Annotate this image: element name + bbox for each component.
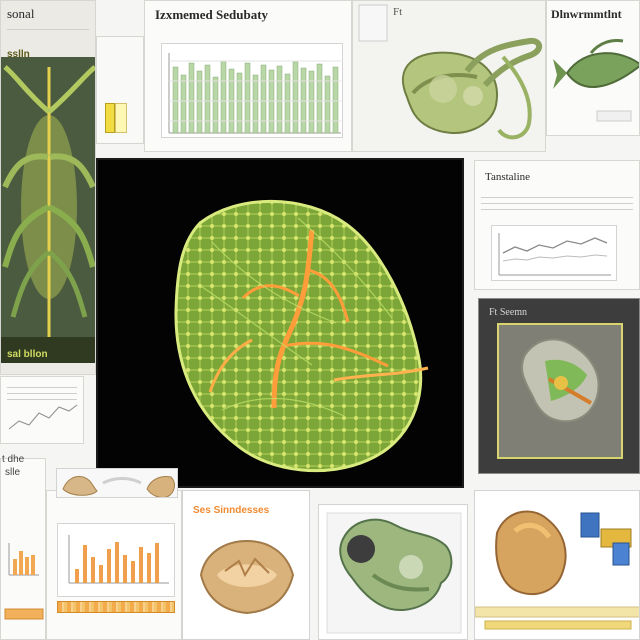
top-chart-bar xyxy=(172,66,179,134)
top-chart-bar xyxy=(212,76,219,134)
top-chart-panel: Izxmemed Sedubaty xyxy=(144,0,352,152)
binder-clip-icon: binder-clip-icon xyxy=(430,170,460,210)
left-small-bar xyxy=(13,559,17,575)
top-far-right-panel: Dlnwrmmtlnt xyxy=(546,0,640,136)
bottom-chart-bar xyxy=(91,557,95,583)
bottom-chart-bar xyxy=(99,565,103,583)
top-chart-bar xyxy=(252,74,259,134)
top-chart-bar xyxy=(244,62,251,134)
top-left-panel: sonal sslln sal bllon xyxy=(0,0,96,375)
bottom-specimen-card: Ses Sinndesses xyxy=(182,490,310,640)
paperclip-icon: paperclip-icon xyxy=(118,340,142,364)
top-chart-bar xyxy=(276,65,283,134)
top-chart-bar xyxy=(316,63,323,134)
paperclip-icon: paperclip-icon xyxy=(120,416,144,440)
right-line-chart-frame xyxy=(491,225,617,281)
top-chart-bar xyxy=(188,62,195,134)
left-small-bar xyxy=(19,551,23,575)
bottom-chart-bar xyxy=(147,553,151,583)
bottom-right-card xyxy=(474,490,640,640)
bottom-chart-bar xyxy=(83,545,87,583)
left-middle-graph xyxy=(8,404,78,430)
bottom-chart-svg xyxy=(68,535,169,584)
top-chart-bar xyxy=(220,60,227,134)
bottom-chart-bar xyxy=(107,549,111,583)
fish-svg xyxy=(553,39,639,122)
right-line-chart-svg xyxy=(498,233,611,276)
specimen-svg xyxy=(521,338,600,423)
beetle-svg xyxy=(1,57,95,363)
binder-clip-icon: binder-clip-icon xyxy=(87,243,143,281)
top-chart-bar xyxy=(324,75,331,134)
left-bottom-tag: sal bllon xyxy=(7,349,48,360)
leaf-svg xyxy=(174,199,429,473)
top-chart-bar xyxy=(284,73,291,134)
yellow-swatch xyxy=(105,103,115,133)
top-left-title: sonal xyxy=(7,6,35,21)
pale-yellow-swatch xyxy=(115,103,127,133)
left-small-bar xyxy=(25,557,29,575)
top-chart-svg xyxy=(168,53,341,134)
central-dark-panel xyxy=(96,158,464,488)
bottom-chart-panel xyxy=(46,490,182,640)
top-chart-bar xyxy=(236,72,243,134)
top-chart-bar xyxy=(332,66,339,134)
top-chart-bar xyxy=(180,74,187,134)
middle-left-bottom-card xyxy=(56,468,178,498)
top-right-organ-panel: Ft xyxy=(352,0,546,152)
bottom-chart-bar xyxy=(139,547,143,583)
bottom-right-svg xyxy=(475,510,639,630)
left-small-bar xyxy=(31,555,35,575)
bottom-left-bars-svg xyxy=(4,543,44,620)
top-chart-bar xyxy=(292,61,299,134)
binder-clip-icon: binder-clip-icon xyxy=(84,396,118,426)
bottom-left-note: slle xyxy=(5,467,21,478)
bottom-middle-card xyxy=(318,504,468,640)
left-middle-report xyxy=(0,376,84,444)
right-middle-report: Tanstaline xyxy=(474,160,640,290)
bottom-chart-bar xyxy=(115,542,119,583)
top-chart-bar xyxy=(196,70,203,134)
left-top-tag: sslln xyxy=(7,49,30,60)
bottom-chart-bar xyxy=(75,569,79,583)
bottom-left-chart-panel: slle xyxy=(0,458,46,640)
top-chart-bar xyxy=(204,64,211,134)
right-specimen-frame: Ft Seemn xyxy=(478,298,640,474)
top-left-strip xyxy=(96,36,144,144)
bottom-center-banner: Ses Sinndesses xyxy=(193,505,270,516)
top-chart-bar xyxy=(260,64,267,134)
bottom-specimen-svg xyxy=(199,539,295,615)
organ-svg xyxy=(358,4,543,140)
middle-left-note: t dhe xyxy=(2,454,25,465)
bottom-chart-bar xyxy=(155,543,159,583)
bottom-orange-legend xyxy=(57,601,175,613)
top-chart-bar xyxy=(308,70,315,134)
small-orange-specimen-svg xyxy=(62,476,175,497)
paperclip-icon: paperclip-icon xyxy=(111,188,159,216)
left-beetle-illustration xyxy=(1,57,95,363)
bottom-chart-bar xyxy=(131,561,135,583)
bottom-organ-svg xyxy=(326,512,462,634)
bottom-chart-bar xyxy=(123,555,127,583)
